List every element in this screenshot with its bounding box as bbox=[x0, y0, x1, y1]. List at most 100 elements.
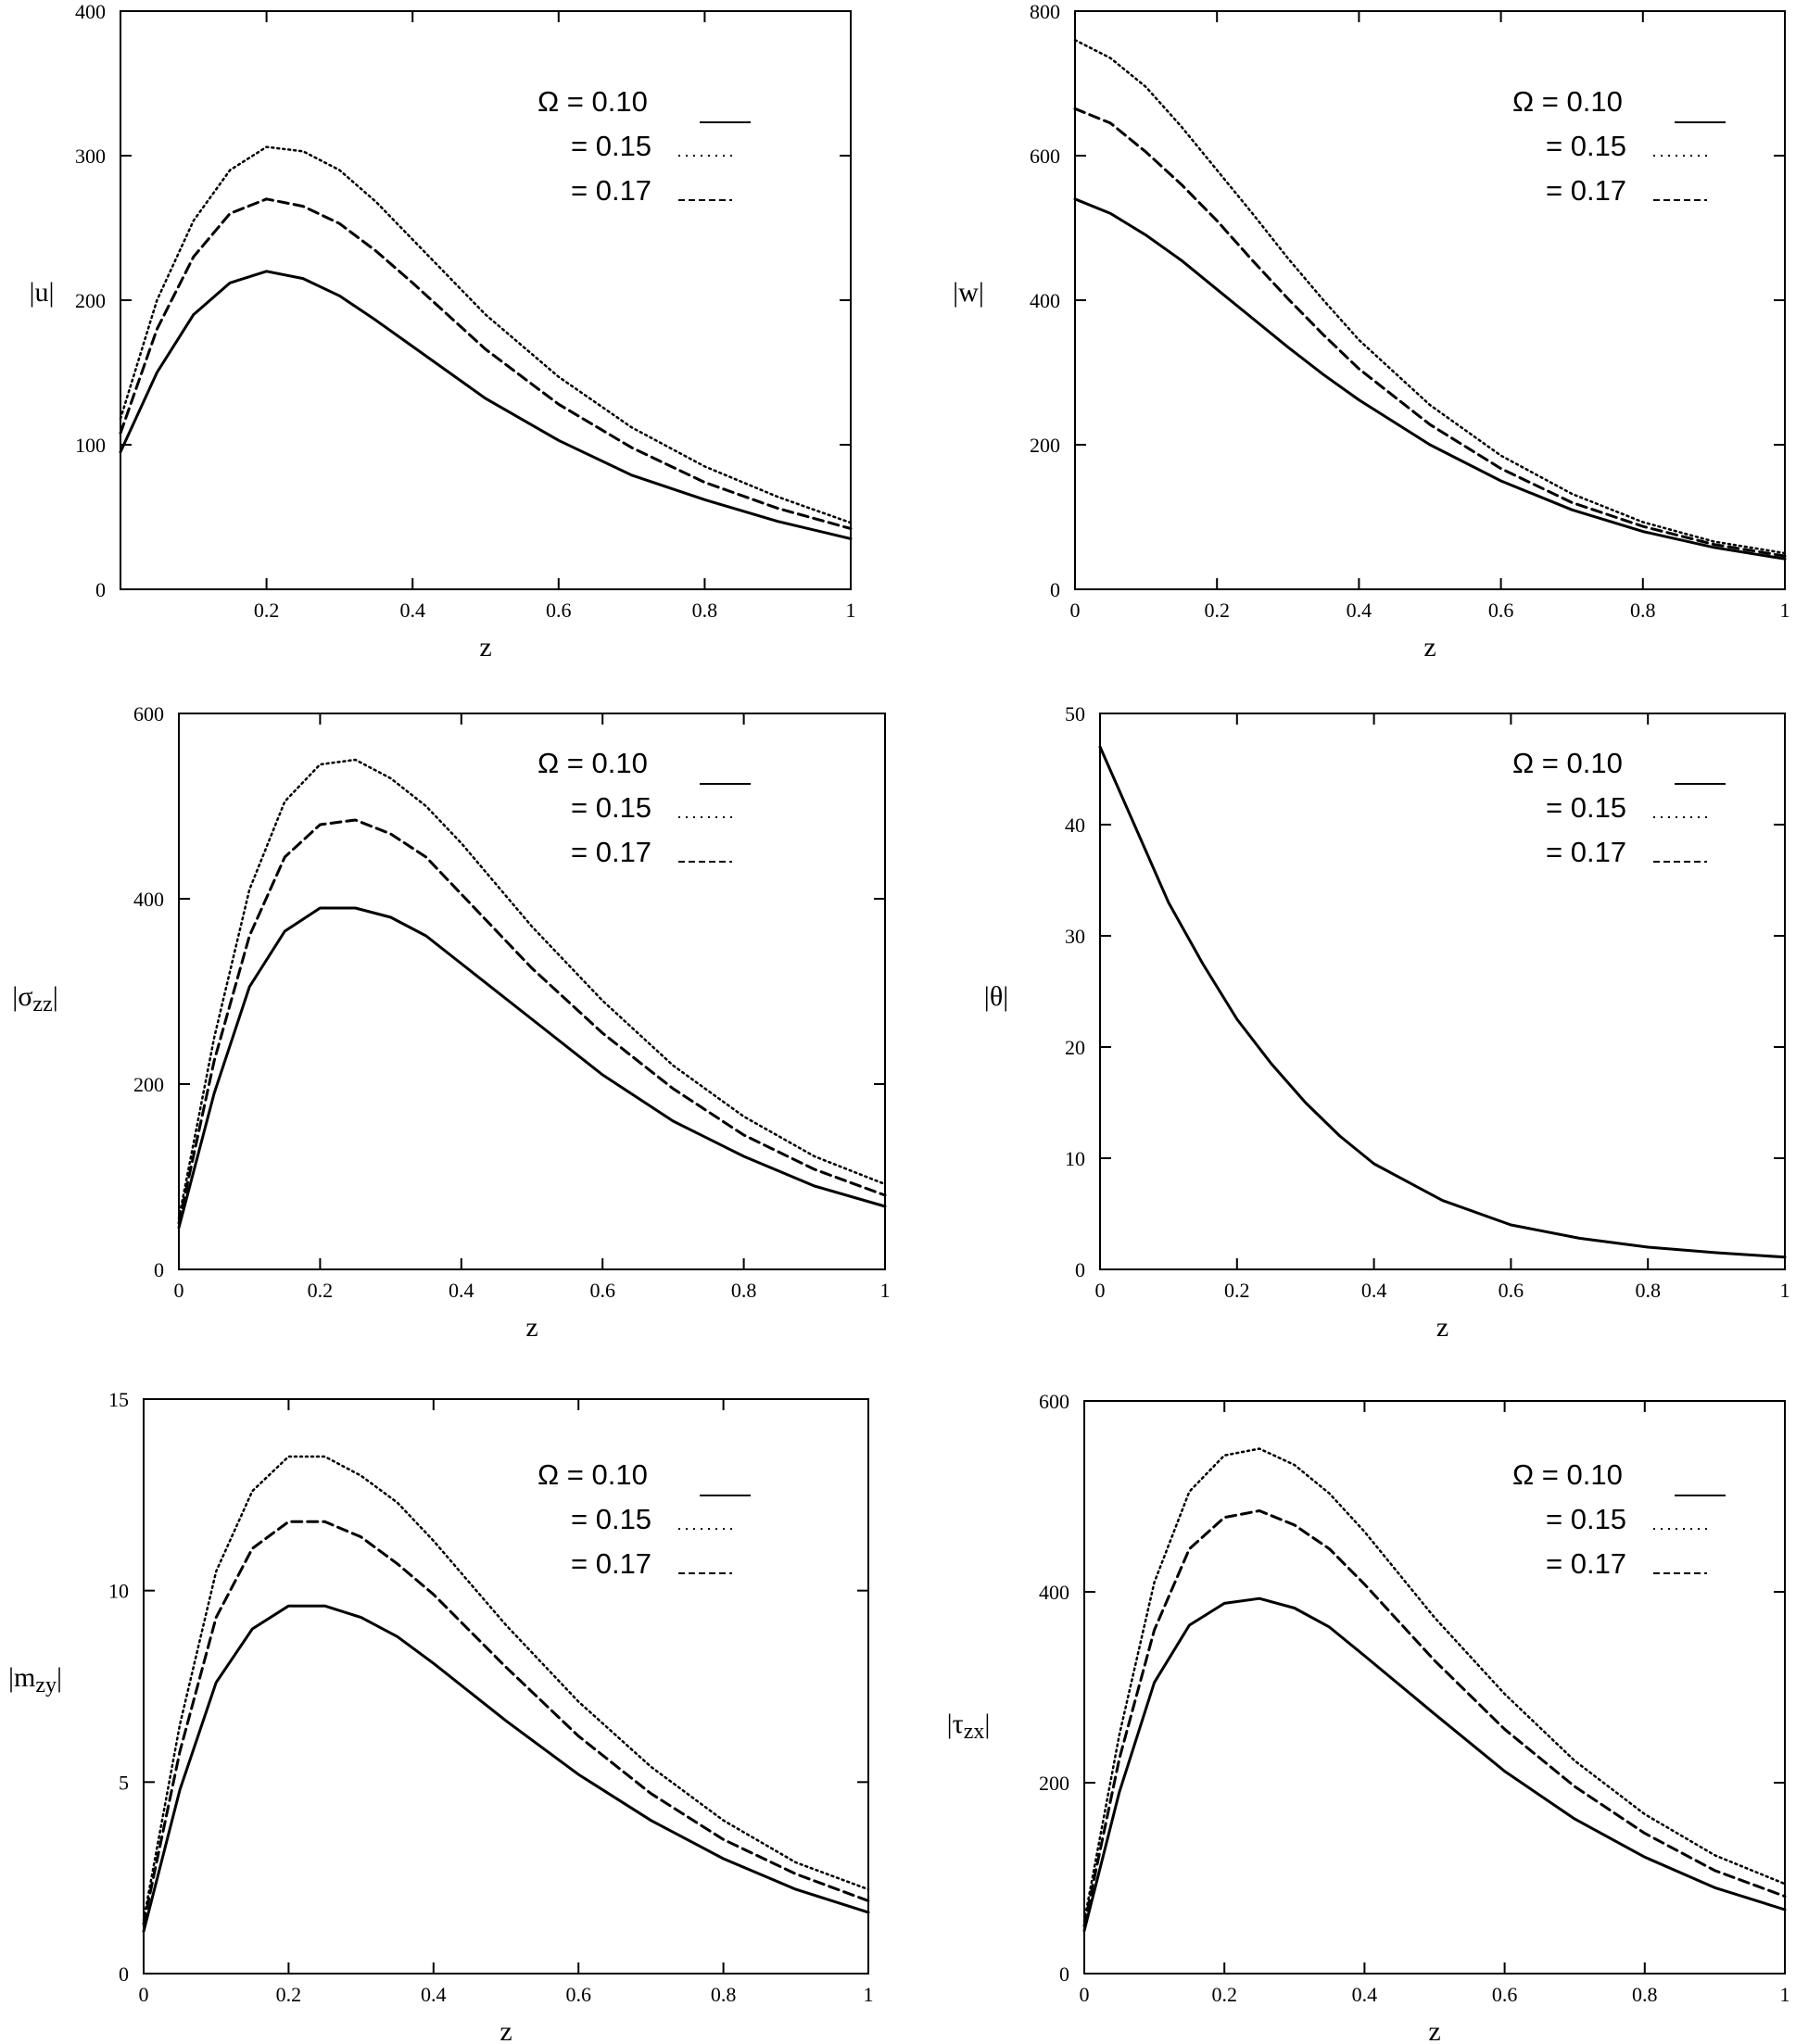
x-tick-label: 0.8 bbox=[711, 1983, 737, 2006]
x-tick-label: 0.2 bbox=[1211, 1983, 1237, 2006]
y-tick-label: 0 bbox=[154, 1258, 164, 1281]
legend-label: = 0.15 bbox=[1546, 1503, 1626, 1535]
x-tick-label: 1 bbox=[1780, 599, 1790, 622]
x-tick-label: 1 bbox=[846, 599, 856, 622]
x-tick-label: 0 bbox=[1070, 599, 1081, 622]
y-axis-label: |mzy| bbox=[8, 1662, 62, 1697]
legend-label: = 0.17 bbox=[571, 836, 651, 868]
y-tick-label: 200 bbox=[1039, 1772, 1069, 1795]
x-tick-label: 0 bbox=[1095, 1279, 1106, 1302]
y-tick-label: 10 bbox=[1065, 1147, 1085, 1170]
x-tick-label: 0.6 bbox=[1499, 1279, 1524, 1302]
x-tick-label: 0.6 bbox=[1492, 1983, 1518, 2006]
y-axis-label: |σzz| bbox=[12, 981, 58, 1016]
x-tick-label: 0.8 bbox=[1630, 599, 1656, 622]
x-tick-label: 0.2 bbox=[276, 1983, 302, 2006]
legend-label: = 0.17 bbox=[571, 1547, 651, 1580]
abs-bar-right: | bbox=[53, 981, 58, 1012]
legend-label: Ω = 0.10 bbox=[1512, 85, 1623, 118]
y-tick-label: 300 bbox=[75, 145, 106, 168]
x-axis-label: z bbox=[1423, 632, 1436, 662]
x-tick-label: 0.4 bbox=[1352, 1983, 1378, 2006]
y-axis-label: |θ| bbox=[984, 981, 1008, 1012]
y-tick-label: 600 bbox=[1030, 145, 1060, 168]
y-axis-label: |u| bbox=[29, 277, 54, 308]
plot-frame bbox=[120, 10, 852, 590]
x-tick-label: 0.4 bbox=[399, 599, 425, 622]
series-line-dotted bbox=[177, 758, 887, 1220]
y-tick-label: 15 bbox=[108, 1388, 129, 1411]
x-tick-label: 1 bbox=[880, 1279, 891, 1302]
y-tick-label: 0 bbox=[1050, 578, 1060, 601]
y-tick-label: 50 bbox=[1065, 702, 1085, 725]
legend-label: = 0.15 bbox=[1546, 130, 1626, 162]
y-symbol: u bbox=[35, 277, 49, 308]
x-tick-label: 0.8 bbox=[731, 1279, 757, 1302]
x-tick-label: 0.6 bbox=[1488, 599, 1514, 622]
y-tick-label: 200 bbox=[133, 1073, 164, 1096]
x-tick-label: 0.6 bbox=[589, 1279, 615, 1302]
x-tick-label: 0.2 bbox=[308, 1279, 334, 1302]
series-line-dotted bbox=[1073, 38, 1787, 555]
y-tick-label: 100 bbox=[75, 434, 106, 457]
y-tick-label: 800 bbox=[1030, 0, 1060, 23]
y-tick-label: 600 bbox=[1039, 1390, 1069, 1413]
x-tick-label: 0.8 bbox=[1632, 1983, 1658, 2006]
legend: Ω = 0.10 = 0.15 = 0.17 bbox=[538, 747, 751, 868]
y-tick-label: 200 bbox=[75, 289, 106, 312]
legend: Ω = 0.10 = 0.15 = 0.17 bbox=[538, 1458, 751, 1580]
x-tick-label: 0.2 bbox=[254, 599, 280, 622]
series-line-dashed bbox=[142, 1520, 870, 1925]
abs-bar-left: | bbox=[29, 277, 34, 308]
y-symbol: w bbox=[958, 277, 979, 308]
chart-w: 0 0.2 0.4 0.6 0.8 1 0 200 400 600 800 z |w| Ω = 0.10 =… bbox=[953, 0, 1790, 662]
x-tick-label: 0.4 bbox=[1361, 1279, 1387, 1302]
abs-bar-right: | bbox=[979, 277, 984, 308]
abs-bar-left: | bbox=[8, 1662, 14, 1693]
legend: Ω = 0.10 = 0.15 = 0.17 bbox=[1512, 85, 1726, 207]
abs-bar-right: | bbox=[1003, 981, 1008, 1012]
x-axis-label: z bbox=[1436, 1312, 1448, 1343]
x-tick-label: 1 bbox=[1780, 1983, 1790, 2006]
legend-label: Ω = 0.10 bbox=[538, 1458, 648, 1491]
abs-bar-left: | bbox=[984, 981, 990, 1012]
legend-label: = 0.17 bbox=[571, 174, 651, 207]
x-tick-label: 0 bbox=[139, 1983, 149, 2006]
plot-frame bbox=[1083, 1400, 1786, 1975]
series-line-dotted bbox=[119, 145, 853, 524]
y-tick-label: 0 bbox=[1075, 1258, 1085, 1281]
y-symbol: σ bbox=[18, 981, 32, 1012]
y-tick-label: 400 bbox=[1039, 1581, 1069, 1604]
series-line-solid bbox=[177, 906, 887, 1230]
series-line-dotted bbox=[1082, 1447, 1787, 1923]
series-line-dashed bbox=[177, 818, 887, 1225]
legend-label: = 0.15 bbox=[1546, 791, 1626, 824]
legend-label: Ω = 0.10 bbox=[538, 85, 648, 118]
x-axis-label: z bbox=[525, 1312, 538, 1343]
x-tick-label: 0.4 bbox=[449, 1279, 474, 1302]
legend-label: Ω = 0.10 bbox=[538, 747, 648, 779]
y-tick-label: 0 bbox=[95, 578, 106, 601]
series-line-dashed bbox=[119, 197, 853, 530]
y-tick-label: 600 bbox=[133, 702, 164, 725]
x-tick-label: 0 bbox=[1080, 1983, 1090, 2006]
y-symbol: θ bbox=[990, 981, 1003, 1012]
x-tick-label: 0.4 bbox=[421, 1983, 447, 2006]
y-tick-label: 20 bbox=[1065, 1036, 1085, 1059]
chart-u: 0.2 0.4 0.6 0.8 1 0 100 200 300 400 z |u| Ω = 0.10 = … bbox=[29, 0, 855, 662]
x-axis-label: z bbox=[500, 2016, 512, 2044]
x-tick-label: 0.8 bbox=[1635, 1279, 1661, 1302]
abs-bar-left: | bbox=[12, 981, 18, 1012]
y-tick-label: 400 bbox=[75, 0, 106, 23]
legend-label: = 0.15 bbox=[571, 130, 651, 162]
legend: Ω = 0.10 = 0.15 = 0.17 bbox=[1512, 747, 1726, 868]
x-axis-label: z bbox=[479, 632, 491, 662]
y-tick-label: 400 bbox=[133, 888, 164, 911]
legend-label: Ω = 0.10 bbox=[1512, 1458, 1623, 1491]
legend-label: = 0.15 bbox=[571, 791, 651, 824]
y-subscript: zy bbox=[35, 1673, 57, 1697]
series-line-solid bbox=[1073, 197, 1787, 561]
